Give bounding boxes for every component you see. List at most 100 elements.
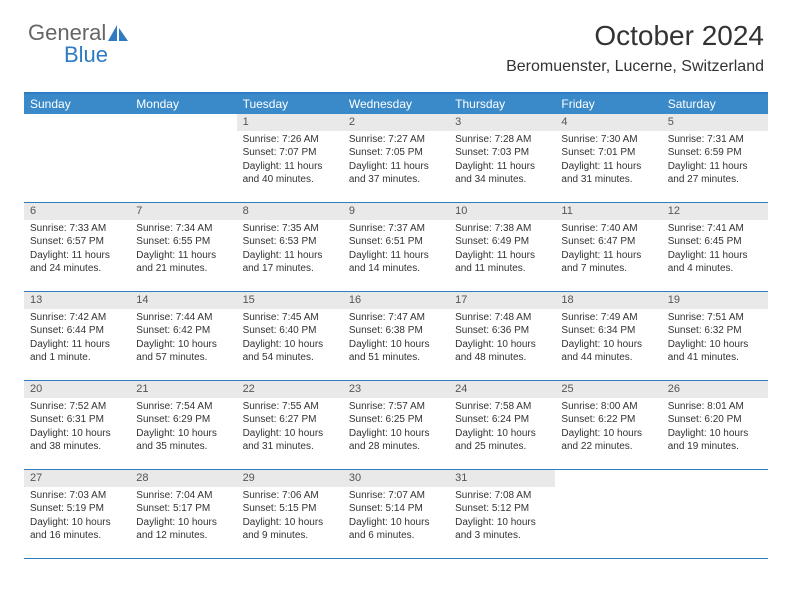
empty-cell <box>130 114 236 202</box>
day-content: Sunrise: 7:40 AMSunset: 6:47 PMDaylight:… <box>555 222 661 280</box>
day-number: 8 <box>237 203 343 220</box>
day-cell: 9Sunrise: 7:37 AMSunset: 6:51 PMDaylight… <box>343 203 449 291</box>
daylight-text: Daylight: 10 hours and 12 minutes. <box>136 516 230 543</box>
day-content: Sunrise: 7:33 AMSunset: 6:57 PMDaylight:… <box>24 222 130 280</box>
day-content: Sunrise: 7:44 AMSunset: 6:42 PMDaylight:… <box>130 311 236 369</box>
sunrise-text: Sunrise: 7:33 AM <box>30 222 124 236</box>
day-number: 16 <box>343 292 449 309</box>
day-number: 18 <box>555 292 661 309</box>
empty-cell <box>662 470 768 558</box>
sunset-text: Sunset: 6:32 PM <box>668 324 762 338</box>
day-content: Sunrise: 7:42 AMSunset: 6:44 PMDaylight:… <box>24 311 130 369</box>
sunset-text: Sunset: 7:05 PM <box>349 146 443 160</box>
day-cell: 23Sunrise: 7:57 AMSunset: 6:25 PMDayligh… <box>343 381 449 469</box>
day-content: Sunrise: 7:06 AMSunset: 5:15 PMDaylight:… <box>237 489 343 547</box>
day-cell: 15Sunrise: 7:45 AMSunset: 6:40 PMDayligh… <box>237 292 343 380</box>
sunset-text: Sunset: 6:34 PM <box>561 324 655 338</box>
sunrise-text: Sunrise: 7:06 AM <box>243 489 337 503</box>
sunrise-text: Sunrise: 7:55 AM <box>243 400 337 414</box>
sunset-text: Sunset: 6:44 PM <box>30 324 124 338</box>
weekday-friday: Friday <box>555 94 661 114</box>
day-cell: 2Sunrise: 7:27 AMSunset: 7:05 PMDaylight… <box>343 114 449 202</box>
sunrise-text: Sunrise: 7:58 AM <box>455 400 549 414</box>
day-content: Sunrise: 7:07 AMSunset: 5:14 PMDaylight:… <box>343 489 449 547</box>
week-row: 20Sunrise: 7:52 AMSunset: 6:31 PMDayligh… <box>24 381 768 470</box>
day-number: 26 <box>662 381 768 398</box>
day-number: 29 <box>237 470 343 487</box>
weekday-thursday: Thursday <box>449 94 555 114</box>
day-cell: 14 Sunrise: 7:44 AMSunset: 6:42 PMDayligh… <box>130 292 236 380</box>
daylight-text: Daylight: 11 hours and 14 minutes. <box>349 249 443 276</box>
sunset-text: Sunset: 5:15 PM <box>243 502 337 516</box>
day-cell: 8Sunrise: 7:35 AMSunset: 6:53 PMDaylight… <box>237 203 343 291</box>
day-cell: 5Sunrise: 7:31 AMSunset: 6:59 PMDaylight… <box>662 114 768 202</box>
day-cell: 12Sunrise: 7:41 AMSunset: 6:45 PMDayligh… <box>662 203 768 291</box>
day-cell: 7Sunrise: 7:34 AMSunset: 6:55 PMDaylight… <box>130 203 236 291</box>
sunset-text: Sunset: 5:14 PM <box>349 502 443 516</box>
daylight-text: Daylight: 11 hours and 11 minutes. <box>455 249 549 276</box>
daylight-text: Daylight: 10 hours and 25 minutes. <box>455 427 549 454</box>
sunset-text: Sunset: 6:42 PM <box>136 324 230 338</box>
sunset-text: Sunset: 6:53 PM <box>243 235 337 249</box>
sunrise-text: Sunrise: 7:41 AM <box>668 222 762 236</box>
daylight-text: Daylight: 10 hours and 9 minutes. <box>243 516 337 543</box>
sunset-text: Sunset: 6:31 PM <box>30 413 124 427</box>
weekday-wednesday: Wednesday <box>343 94 449 114</box>
sunrise-text: Sunrise: 7:57 AM <box>349 400 443 414</box>
day-number: 9 <box>343 203 449 220</box>
day-number: 10 <box>449 203 555 220</box>
sunset-text: Sunset: 7:07 PM <box>243 146 337 160</box>
week-row: 6Sunrise: 7:33 AMSunset: 6:57 PMDaylight… <box>24 203 768 292</box>
empty-cell <box>555 470 661 558</box>
day-content: Sunrise: 7:34 AMSunset: 6:55 PMDaylight:… <box>130 222 236 280</box>
day-content: Sunrise: 7:31 AMSunset: 6:59 PMDaylight:… <box>662 133 768 191</box>
logo: General Blue <box>28 20 128 68</box>
daylight-text: Daylight: 11 hours and 7 minutes. <box>561 249 655 276</box>
day-number: 25 <box>555 381 661 398</box>
title-block: October 2024 Beromuenster, Lucerne, Swit… <box>506 20 764 76</box>
sunset-text: Sunset: 6:36 PM <box>455 324 549 338</box>
day-content: Sunrise: 7:51 AMSunset: 6:32 PMDaylight:… <box>662 311 768 369</box>
day-number: 31 <box>449 470 555 487</box>
sunrise-text: Sunrise: 7:52 AM <box>30 400 124 414</box>
daylight-text: Daylight: 10 hours and 19 minutes. <box>668 427 762 454</box>
day-number: 17 <box>449 292 555 309</box>
day-number: 14 <box>130 292 236 309</box>
day-cell: 31Sunrise: 7:08 AMSunset: 5:12 PMDayligh… <box>449 470 555 558</box>
day-number: 6 <box>24 203 130 220</box>
day-number: 24 <box>449 381 555 398</box>
daylight-text: Daylight: 11 hours and 34 minutes. <box>455 160 549 187</box>
sunrise-text: Sunrise: 7:26 AM <box>243 133 337 147</box>
day-content: Sunrise: 7:54 AMSunset: 6:29 PMDaylight:… <box>130 400 236 458</box>
empty-cell <box>24 114 130 202</box>
daylight-text: Daylight: 10 hours and 44 minutes. <box>561 338 655 365</box>
day-cell: 30Sunrise: 7:07 AMSunset: 5:14 PMDayligh… <box>343 470 449 558</box>
day-cell: 1Sunrise: 7:26 AMSunset: 7:07 PMDaylight… <box>237 114 343 202</box>
sunset-text: Sunset: 6:57 PM <box>30 235 124 249</box>
sunset-text: Sunset: 6:29 PM <box>136 413 230 427</box>
sunset-text: Sunset: 6:27 PM <box>243 413 337 427</box>
daylight-text: Daylight: 10 hours and 41 minutes. <box>668 338 762 365</box>
daylight-text: Daylight: 10 hours and 48 minutes. <box>455 338 549 365</box>
day-number: 19 <box>662 292 768 309</box>
day-content: Sunrise: 7:58 AMSunset: 6:24 PMDaylight:… <box>449 400 555 458</box>
day-cell: 22Sunrise: 7:55 AMSunset: 6:27 PMDayligh… <box>237 381 343 469</box>
day-cell: 29 Sunrise: 7:06 AMSunset: 5:15 PMDayligh… <box>237 470 343 558</box>
day-cell: 28Sunrise: 7:04 AMSunset: 5:17 PMDayligh… <box>130 470 236 558</box>
sunrise-text: Sunrise: 7:40 AM <box>561 222 655 236</box>
day-number: 15 <box>237 292 343 309</box>
day-content: Sunrise: 7:55 AMSunset: 6:27 PMDaylight:… <box>237 400 343 458</box>
daylight-text: Daylight: 11 hours and 1 minute. <box>30 338 124 365</box>
weekday-header-row: SundayMondayTuesdayWednesdayThursdayFrid… <box>24 94 768 114</box>
sunrise-text: Sunrise: 7:08 AM <box>455 489 549 503</box>
daylight-text: Daylight: 10 hours and 22 minutes. <box>561 427 655 454</box>
sunrise-text: Sunrise: 7:30 AM <box>561 133 655 147</box>
day-content: Sunrise: 7:49 AMSunset: 6:34 PMDaylight:… <box>555 311 661 369</box>
daylight-text: Daylight: 11 hours and 4 minutes. <box>668 249 762 276</box>
daylight-text: Daylight: 11 hours and 31 minutes. <box>561 160 655 187</box>
sunrise-text: Sunrise: 7:34 AM <box>136 222 230 236</box>
calendar: SundayMondayTuesdayWednesdayThursdayFrid… <box>24 92 768 559</box>
day-number: 4 <box>555 114 661 131</box>
day-number: 13 <box>24 292 130 309</box>
sunset-text: Sunset: 6:25 PM <box>349 413 443 427</box>
